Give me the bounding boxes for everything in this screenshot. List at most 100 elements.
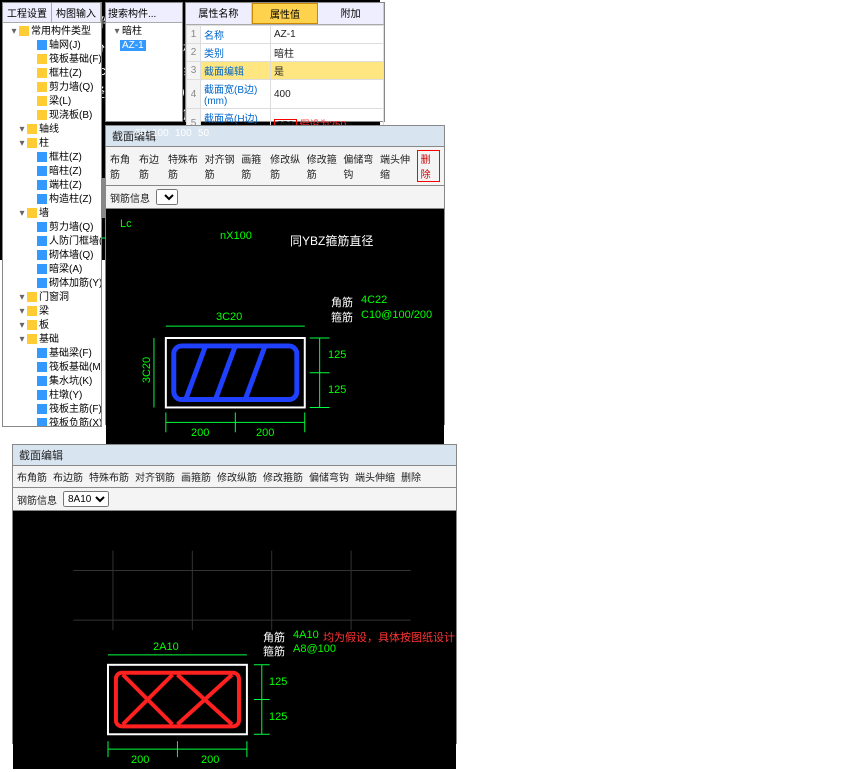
toolbar-btn[interactable]: 特殊布筋 xyxy=(168,151,199,181)
section-editor-1: 截面编辑 布角筋布边筋特殊布筋对齐钢筋画箍筋修改纵筋修改箍筋偏储弯钩端头伸缩删除… xyxy=(105,125,445,425)
sec1-dim-w2: 200 xyxy=(256,427,274,439)
tree-item[interactable]: 框柱(Z) xyxy=(5,151,99,165)
info-lc: Lc xyxy=(120,218,132,230)
sec2-title: 截面编辑 xyxy=(13,445,456,466)
sec2-info-label: 钢筋信息 xyxy=(17,492,57,507)
tree-root[interactable]: ▾常用构件类型 xyxy=(5,25,99,39)
toolbar-delete[interactable]: 删除 xyxy=(417,150,440,182)
property-grid: 属性名称 属性值 附加 1名称AZ-12类别暗柱3截面编辑是4截面宽(B边)(m… xyxy=(185,2,385,122)
tree-item[interactable]: 端柱(Z) xyxy=(5,179,99,193)
toolbar-btn[interactable]: 端头伸缩 xyxy=(380,151,411,181)
tree-item[interactable]: 现浇板(B) xyxy=(5,109,99,123)
sec1-top-bar: 3C20 xyxy=(216,311,242,323)
tree-item[interactable]: ▾基础 xyxy=(5,333,99,347)
sec2-canvas[interactable]: 角筋 4A10 箍筋 A8@100 均为假设，具体按图纸设计 2A10 200 … xyxy=(13,511,456,769)
toolbar-btn[interactable]: 偏储弯钩 xyxy=(309,469,349,484)
sec2-top-bar: 2A10 xyxy=(153,641,179,653)
subtree-selected[interactable]: AZ-1 xyxy=(108,39,180,53)
toolbar-btn[interactable]: 修改箍筋 xyxy=(307,151,338,181)
sec1-stirrup-val: C10@100/200 xyxy=(361,309,432,321)
subtree-search[interactable]: 搜索构件... xyxy=(106,3,182,23)
sec2-select[interactable]: 8A10 xyxy=(63,491,109,507)
info-tick3: 100 xyxy=(175,128,192,139)
tree-item[interactable]: ▾柱 xyxy=(5,137,99,151)
sec2-h1: 125 xyxy=(269,676,287,688)
tree-item[interactable]: 基础梁(F) xyxy=(5,347,99,361)
tree-item[interactable]: 剪力墙(Q) xyxy=(5,221,99,235)
tree-item[interactable]: 人防门框墙(F) xyxy=(5,235,99,249)
toolbar-btn[interactable]: 修改纵筋 xyxy=(217,469,257,484)
tree-tabs: 工程设置 构图输入 xyxy=(3,3,101,23)
prop-header-value-btn[interactable]: 属性值 xyxy=(252,3,319,24)
sec1-dim-h2: 125 xyxy=(328,384,346,396)
toolbar-btn[interactable]: 对齐钢筋 xyxy=(205,151,236,181)
tree-item[interactable]: 暗梁(A) xyxy=(5,263,99,277)
tree-item[interactable]: 砌体加筋(Y) xyxy=(5,277,99,291)
tab-settings[interactable]: 工程设置 xyxy=(3,3,52,22)
sec2-note: 均为假设，具体按图纸设计 xyxy=(323,629,455,645)
info-tick4: 50 xyxy=(198,128,209,139)
tree-item[interactable]: 剪力墙(Q) xyxy=(5,81,99,95)
toolbar-btn[interactable]: 端头伸缩 xyxy=(355,469,395,484)
toolbar-btn[interactable]: 布角筋 xyxy=(17,469,47,484)
info-ybz: YBZ xyxy=(60,136,81,148)
tree-item[interactable]: 集水坑(K) xyxy=(5,375,99,389)
tree-item[interactable]: 筏板基础(M) xyxy=(5,361,99,375)
tree-item[interactable]: 筏板负筋(X) xyxy=(5,417,99,427)
info-nx: nX100 xyxy=(220,230,252,242)
toolbar-btn[interactable]: 布边筋 xyxy=(53,469,83,484)
prop-header-name: 属性名称 xyxy=(186,3,252,24)
toolbar-btn[interactable]: 布边筋 xyxy=(139,151,162,181)
sec2-stirrup-label: 箍筋 xyxy=(263,643,285,659)
sec1-toolbar: 布角筋布边筋特殊布筋对齐钢筋画箍筋修改纵筋修改箍筋偏储弯钩端头伸缩删除 xyxy=(106,147,444,186)
tree-item[interactable]: 轴网(J) xyxy=(5,39,99,53)
tree-item[interactable]: ▾墙 xyxy=(5,207,99,221)
tree-item[interactable]: 砌体墙(Q) xyxy=(5,249,99,263)
tab-input[interactable]: 构图输入 xyxy=(52,3,101,22)
sec2-corner-val: 4A10 xyxy=(293,629,319,641)
sec1-left-bar: 3C20 xyxy=(141,357,153,383)
sec1-stirrup-label: 箍筋 xyxy=(331,309,353,325)
sec1-corner-val: 4C22 xyxy=(361,294,387,306)
tree-item[interactable]: ▾门窗洞 xyxy=(5,291,99,305)
subtree-group[interactable]: ▾暗柱 xyxy=(108,25,180,39)
toolbar-btn[interactable]: 画箍筋 xyxy=(241,151,264,181)
toolbar-btn[interactable]: 对齐钢筋 xyxy=(135,469,175,484)
tree-item[interactable]: 暗柱(Z) xyxy=(5,165,99,179)
tree-item[interactable]: ▾梁 xyxy=(5,305,99,319)
tree-item[interactable]: 筏板主筋(F) xyxy=(5,403,99,417)
sec1-info-label: 钢筋信息 xyxy=(110,190,150,205)
toolbar-btn[interactable]: 修改箍筋 xyxy=(263,469,303,484)
toolbar-btn[interactable]: 布角筋 xyxy=(110,151,133,181)
prop-row[interactable]: 2类别暗柱 xyxy=(187,44,384,62)
toolbar-btn[interactable]: 特殊布筋 xyxy=(89,469,129,484)
component-tree-panel: 工程设置 构图输入 ▾常用构件类型轴网(J)筏板基础(F)框柱(Z)剪力墙(Q)… xyxy=(2,2,102,427)
tree-item[interactable]: ▾轴线 xyxy=(5,123,99,137)
tree-body[interactable]: ▾常用构件类型轴网(J)筏板基础(F)框柱(Z)剪力墙(Q)梁(L)现浇板(B)… xyxy=(3,23,101,427)
tree-item[interactable]: ▾板 xyxy=(5,319,99,333)
tree-item[interactable]: 构造柱(Z) xyxy=(5,193,99,207)
tree-item[interactable]: 梁(L) xyxy=(5,95,99,109)
prop-row[interactable]: 4截面宽(B边)(mm)400 xyxy=(187,80,384,109)
toolbar-btn[interactable]: 偏储弯钩 xyxy=(343,151,374,181)
sec1-dim-h1: 125 xyxy=(328,349,346,361)
prop-header-extra: 附加 xyxy=(318,3,384,24)
sec2-toolbar: 布角筋布边筋特殊布筋对齐钢筋画箍筋修改纵筋修改箍筋偏储弯钩端头伸缩删除 xyxy=(13,466,456,488)
toolbar-btn[interactable]: 删除 xyxy=(401,469,421,484)
tree-item[interactable]: 柱墩(Y) xyxy=(5,389,99,403)
prop-row[interactable]: 1名称AZ-1 xyxy=(187,26,384,44)
component-subtree: 搜索构件... ▾暗柱 AZ-1 xyxy=(105,2,183,122)
prop-row[interactable]: 3截面编辑是 xyxy=(187,62,384,80)
info-tick2: 100 xyxy=(152,128,169,139)
toolbar-btn[interactable]: 画箍筋 xyxy=(181,469,211,484)
section-editor-2: 截面编辑 布角筋布边筋特殊布筋对齐钢筋画箍筋修改纵筋修改箍筋偏储弯钩端头伸缩删除… xyxy=(12,444,457,744)
sec2-h2: 125 xyxy=(269,711,287,723)
tree-item[interactable]: 筏板基础(F) xyxy=(5,53,99,67)
sec2-w1: 200 xyxy=(131,754,149,766)
sec1-canvas[interactable]: 角筋 4C22 箍筋 C10@100/200 3C20 3C20 200 200… xyxy=(106,209,444,467)
info-note: 同YBZ箍筋直径 xyxy=(290,232,373,249)
toolbar-btn[interactable]: 修改纵筋 xyxy=(270,151,301,181)
tree-item[interactable]: 框柱(Z) xyxy=(5,67,99,81)
sec1-select[interactable] xyxy=(156,189,178,205)
sec1-corner-label: 角筋 xyxy=(331,294,353,310)
